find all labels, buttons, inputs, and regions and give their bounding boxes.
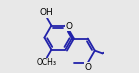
Text: O: O [66, 22, 73, 31]
Text: O: O [84, 63, 91, 72]
Text: OH: OH [40, 8, 54, 17]
Text: OCH₃: OCH₃ [36, 58, 56, 67]
